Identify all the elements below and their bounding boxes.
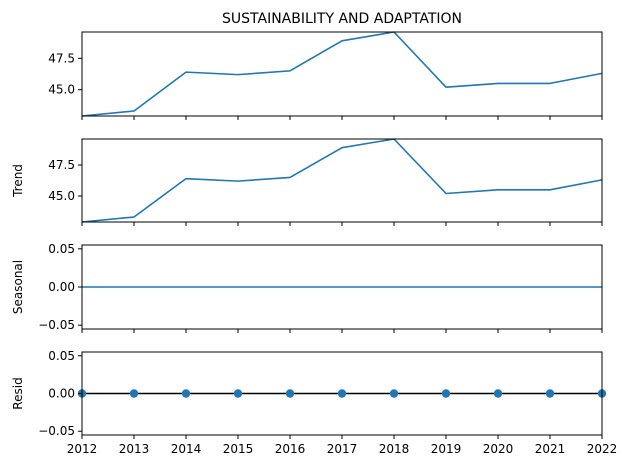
- y-axis-label: Trend: [11, 164, 25, 198]
- y-axis-label: Resid: [11, 377, 25, 409]
- resid-point: [181, 389, 191, 398]
- x-tick-label: 2015: [223, 442, 254, 456]
- x-tick-label: 2013: [119, 442, 150, 456]
- resid-point: [337, 389, 347, 398]
- resid-point: [493, 389, 503, 398]
- y-tick-label: 47.5: [48, 51, 75, 65]
- x-tick-label: 2022: [587, 442, 618, 456]
- y-tick-label: 47.5: [48, 158, 75, 172]
- resid-point: [389, 389, 399, 398]
- resid-point: [441, 389, 451, 398]
- y-tick-label: 0.00: [48, 387, 75, 401]
- y-tick-label: 45.0: [48, 189, 75, 203]
- series-line: [81, 138, 603, 223]
- x-tick-label: 2017: [327, 442, 358, 456]
- x-tick-label: 2021: [535, 442, 566, 456]
- resid-point: [545, 389, 555, 398]
- subplot-resid: −0.05 0.00 0.05 2012 2013 2014 2015 2016 2017 201…: [11, 349, 617, 456]
- resid-point: [233, 389, 243, 398]
- x-tick-label: 2018: [379, 442, 410, 456]
- x-tick-label: 2012: [67, 442, 98, 456]
- y-tick-label: −0.05: [38, 424, 75, 438]
- y-tick-label: −0.05: [38, 318, 75, 332]
- x-tick-label: 2016: [275, 442, 306, 456]
- x-tick-label: 2020: [483, 442, 514, 456]
- y-tick-label: 45.0: [48, 83, 75, 97]
- subplot-trend: 45.0 47.5 Trend: [11, 138, 603, 226]
- x-tick-label: 2014: [171, 442, 202, 456]
- y-tick-label: 0.05: [48, 349, 75, 363]
- axes-frame: [81, 31, 603, 117]
- y-tick-label: 0.05: [48, 242, 75, 256]
- y-axis-label: Seasonal: [11, 260, 25, 314]
- axes-frame: [81, 138, 603, 223]
- resid-point: [129, 389, 139, 398]
- subplot-observed: 45.0 47.5: [48, 31, 603, 120]
- x-tick-label: 2019: [431, 442, 462, 456]
- axes-frame: [81, 244, 603, 330]
- subplot-seasonal: −0.05 0.00 0.05 Seasonal: [11, 242, 603, 333]
- series-line: [81, 31, 603, 117]
- y-tick-label: 0.00: [48, 280, 75, 294]
- chart-title: SUSTAINABILITY AND ADAPTATION: [222, 11, 462, 27]
- resid-point: [285, 389, 295, 398]
- subplot-panels: 45.0 47.5 45.0 47.5 Trend −0.05 0.00 0.05 Season…: [11, 31, 617, 456]
- axes-frame: [81, 351, 603, 436]
